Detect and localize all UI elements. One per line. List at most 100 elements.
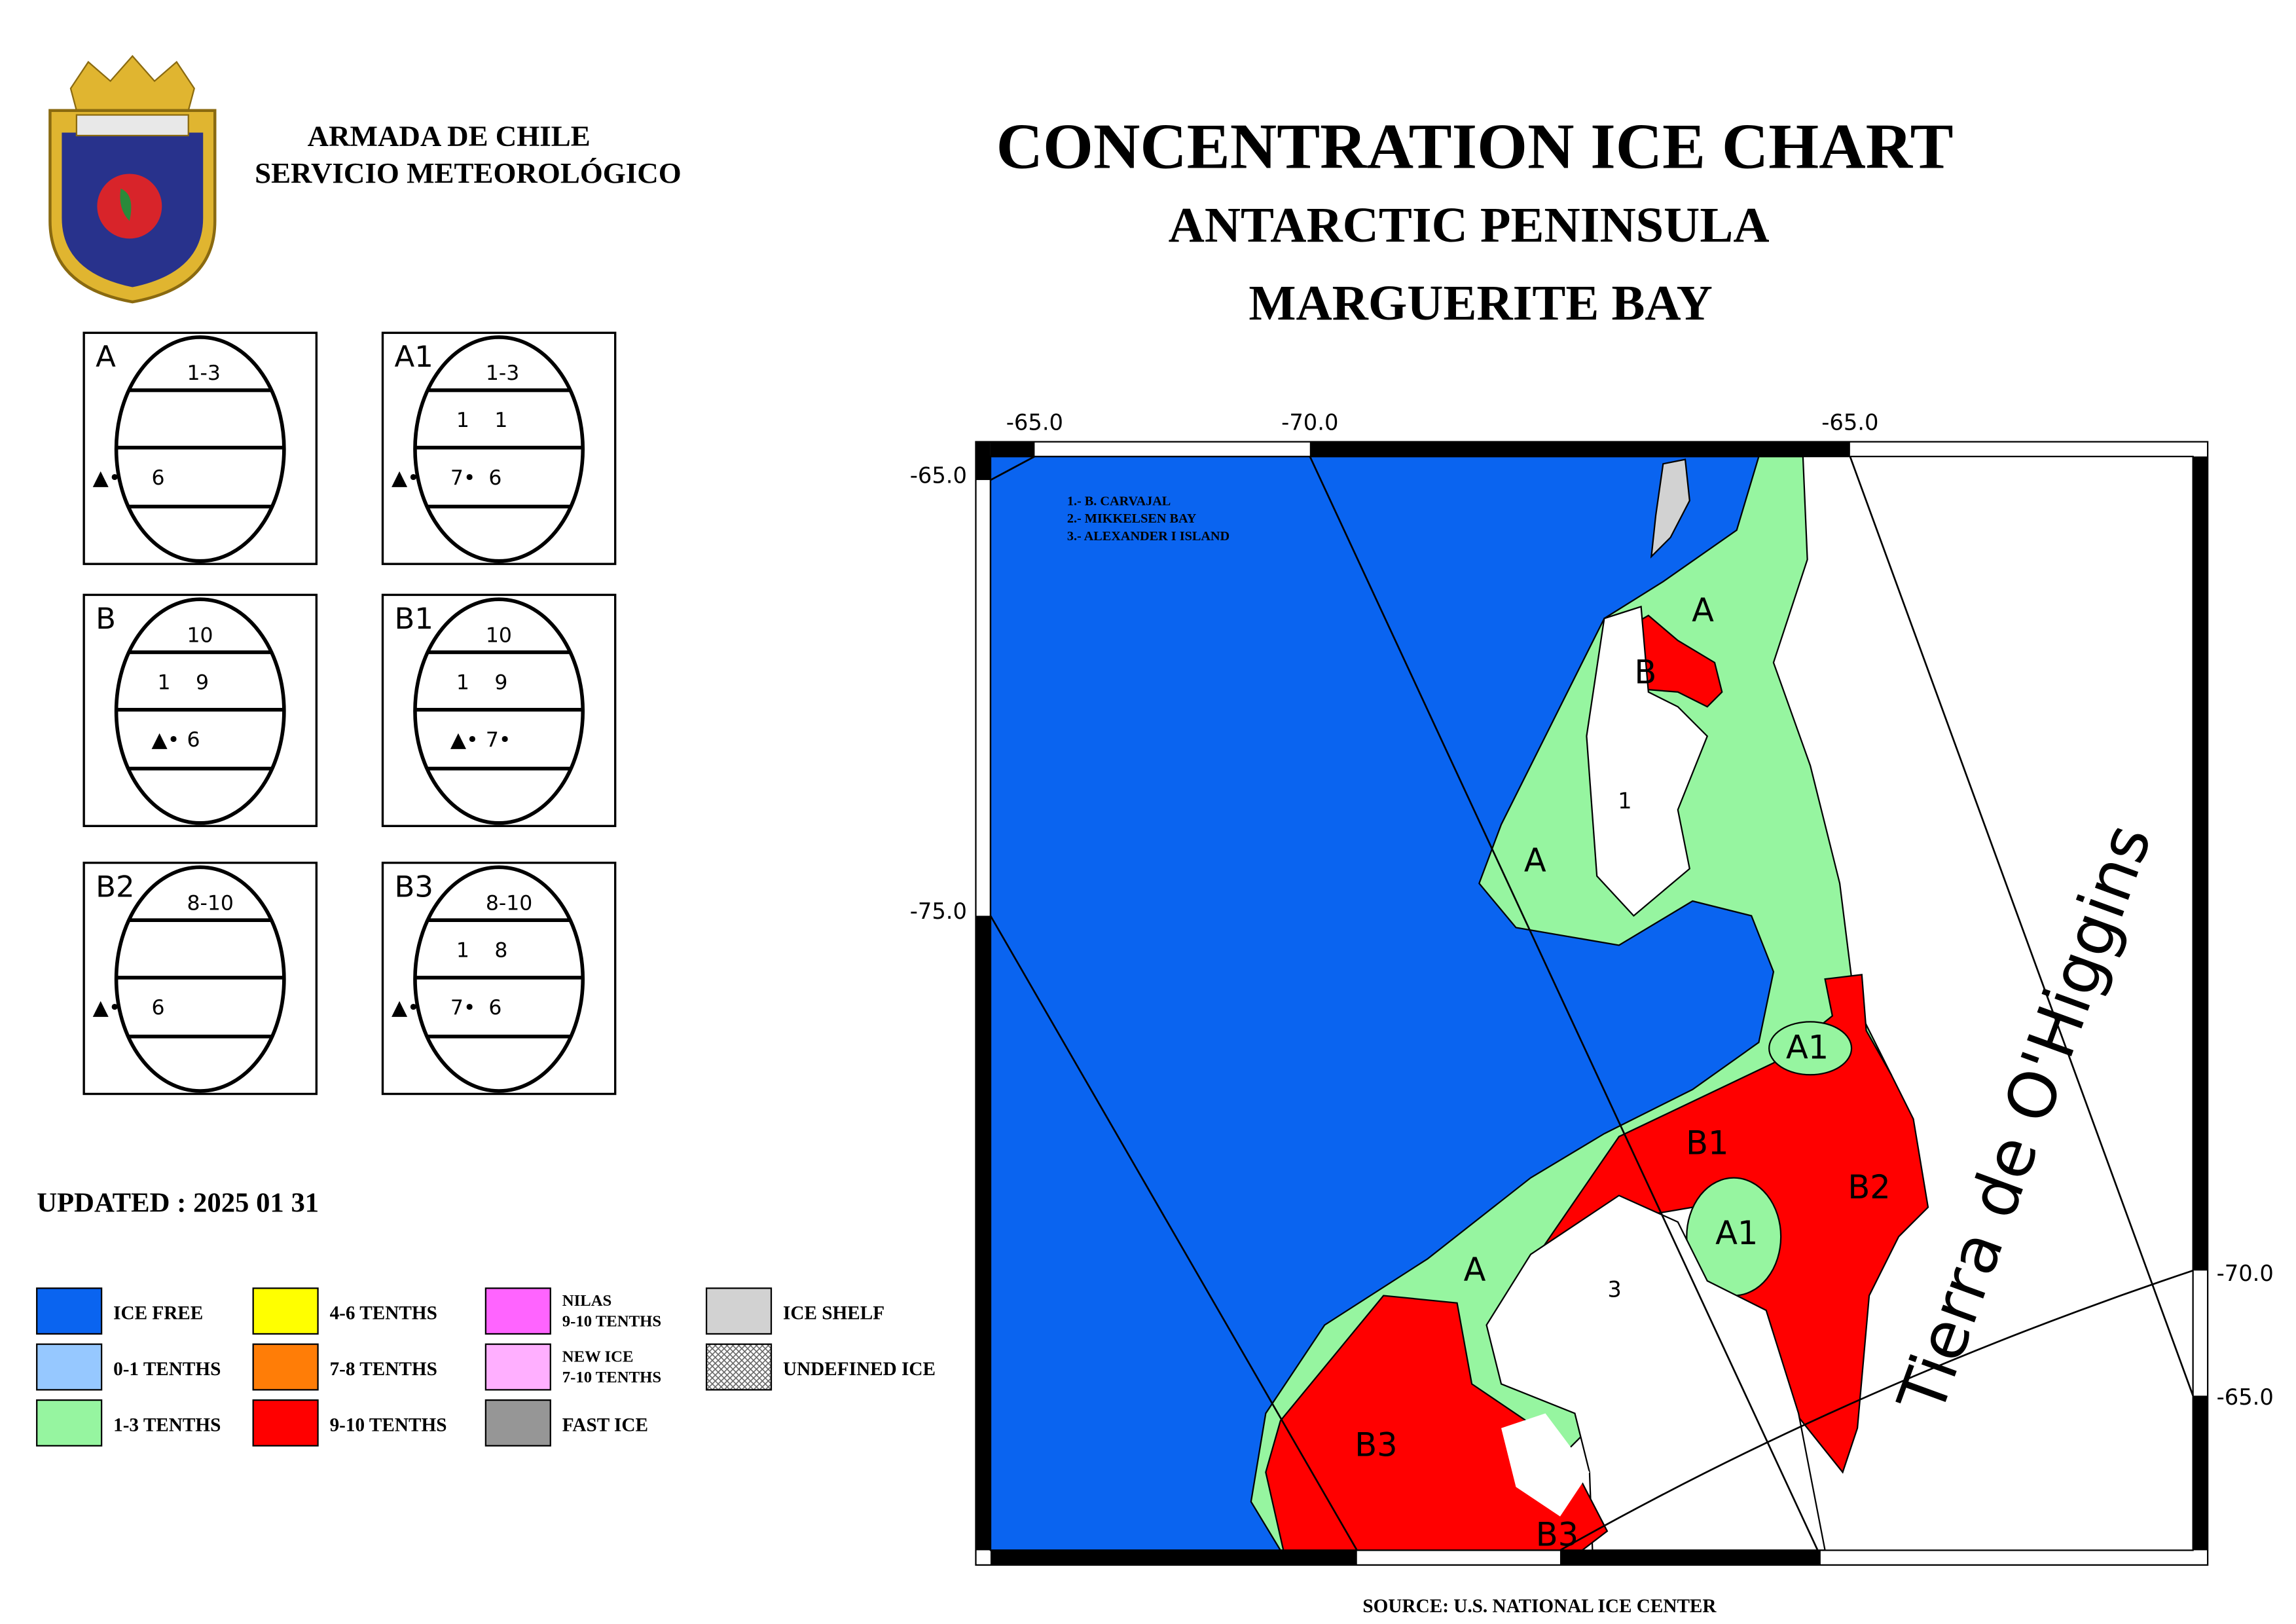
egg-label: A	[96, 339, 116, 374]
latitude-label: -70.0	[2217, 1261, 2274, 1286]
egg-label: B1	[394, 601, 433, 636]
land	[1501, 1413, 1590, 1517]
map: -65.0 -70.0 -65.0 -65.0 -75.0 -70.0 -65.0 1.- B…	[910, 410, 2274, 1566]
egg-label: B	[96, 601, 116, 636]
chart-title: CONCENTRATION ICE CHART	[996, 111, 1954, 182]
egg-form: ▲•	[93, 996, 121, 1020]
egg-partial: 1	[456, 938, 469, 962]
legend-label: 1-3 TENTHS	[113, 1414, 221, 1435]
egg-oval	[114, 335, 286, 563]
egg-code: B1 10 1 9 ▲• 7•	[381, 593, 617, 828]
egg-stage: 7•	[450, 466, 476, 490]
legend-label: 0-1 TENTHS	[113, 1359, 221, 1380]
egg-oval	[114, 597, 286, 825]
egg-label: B3	[394, 869, 433, 904]
region-label: B3	[1355, 1426, 1397, 1464]
egg-label: B2	[96, 869, 134, 904]
ice-1-3	[1768, 1021, 1853, 1076]
org-name: ARMADA DE CHILE	[308, 120, 591, 153]
longitude-label: -70.0	[1281, 410, 1338, 435]
legend-swatch	[705, 1343, 773, 1391]
chart-area: MARGUERITE BAY	[1248, 275, 1712, 331]
region-label: B2	[1848, 1168, 1890, 1206]
service-name: SERVICIO METEOROLÓGICO	[255, 157, 682, 189]
place-note: 1.- B. CARVAJAL	[1067, 494, 1171, 508]
legend-swatch	[252, 1287, 319, 1335]
updated-date: UPDATED : 2025 01 31	[37, 1187, 319, 1218]
egg-oval	[413, 597, 585, 825]
legend-swatch	[484, 1399, 551, 1447]
egg-total: 8-10	[486, 891, 532, 915]
egg-code: B 10 1 9 ▲• 6	[82, 593, 318, 828]
legend-label: 9-10 TENTHS	[330, 1414, 447, 1435]
egg-stage: 6	[488, 466, 501, 490]
latitude-label: -75.0	[910, 898, 967, 924]
legend-label: FAST ICE	[562, 1414, 648, 1435]
egg-total: 10	[486, 623, 512, 647]
egg-partial: 1	[158, 671, 171, 694]
region-label: B3	[1536, 1516, 1578, 1554]
legend: ICE FREE 0-1 TENTHS 1-3 TENTHS 4-6 TENTHS 7-…	[36, 1287, 936, 1447]
egg-stage: 6	[152, 996, 165, 1020]
legend-label: ICE FREE	[113, 1302, 203, 1323]
legend-label: 4-6 TENTHS	[330, 1302, 437, 1323]
egg-partial: 9	[196, 671, 209, 694]
latitude-label: -65.0	[2217, 1384, 2274, 1410]
chart-subtitle: ANTARCTIC PENINSULA	[1169, 197, 1770, 253]
egg-partial: 1	[456, 409, 469, 432]
egg-total: 8-10	[187, 891, 234, 915]
legend-label: 7-8 TENTHS	[330, 1359, 437, 1380]
egg-stage: 6	[152, 466, 165, 490]
legend-swatch	[36, 1343, 103, 1391]
egg-code: B3 8-10 1 8 ▲• 7• 6	[381, 861, 617, 1096]
egg-form: ▲•	[392, 996, 420, 1020]
legend-swatch	[36, 1287, 103, 1335]
ice-free	[989, 455, 1775, 1551]
egg-partial: 1	[494, 409, 507, 432]
region-label: 1	[1618, 788, 1631, 813]
legend-label: 7-10 TENTHS	[562, 1369, 661, 1386]
region-label: B1	[1686, 1124, 1728, 1162]
legend-label: ICE SHELF	[783, 1302, 884, 1323]
egg-oval	[413, 335, 585, 563]
legend-label: UNDEFINED ICE	[783, 1359, 936, 1380]
legend-swatch	[252, 1343, 319, 1391]
egg-codes: A 1-3 ▲• 6 A1 1-3 1 1 ▲• 7• 6 B 10 1 9 ▲• 6 B1 10 1 9 ▲• 7• B2 8…	[82, 331, 617, 1096]
egg-oval	[114, 865, 286, 1093]
region-label: A1	[1786, 1029, 1829, 1067]
egg-label: A1	[394, 339, 433, 374]
egg-total: 1-3	[187, 361, 221, 385]
navy-crest	[48, 54, 217, 304]
ice-free-islet	[1650, 458, 1690, 559]
region-label: A1	[1715, 1214, 1758, 1252]
egg-form: ▲•	[392, 466, 420, 490]
land	[1586, 605, 1709, 917]
legend-swatch	[484, 1287, 551, 1335]
region-label: A	[1692, 591, 1714, 629]
longitude-label: -65.0	[1006, 410, 1063, 435]
egg-oval	[413, 865, 585, 1093]
egg-stage: 6	[187, 728, 200, 752]
legend-label: NEW ICE	[562, 1348, 634, 1366]
egg-form: ▲•	[152, 728, 180, 752]
egg-stage: 6	[488, 996, 501, 1020]
latitude-label: -65.0	[910, 463, 967, 489]
region-label: B	[1634, 653, 1656, 691]
legend-swatch	[36, 1399, 103, 1447]
legend-swatch	[484, 1343, 551, 1391]
egg-total: 10	[187, 623, 213, 647]
egg-total: 1-3	[486, 361, 519, 385]
graticule	[989, 455, 2194, 1551]
egg-code: A1 1-3 1 1 ▲• 7• 6	[381, 331, 617, 565]
region-label: A	[1524, 841, 1546, 879]
egg-stage: 7•	[450, 996, 476, 1020]
place-note: 2.- MIKKELSEN BAY	[1067, 511, 1197, 526]
egg-stage: 7•	[486, 728, 511, 752]
source-note: SOURCE: U.S. NATIONAL ICE CENTER	[1362, 1596, 1717, 1617]
egg-code: B2 8-10 ▲• 6	[82, 861, 318, 1096]
place-note: 3.- ALEXANDER I ISLAND	[1067, 529, 1230, 544]
longitude-label: -65.0	[1821, 410, 1878, 435]
